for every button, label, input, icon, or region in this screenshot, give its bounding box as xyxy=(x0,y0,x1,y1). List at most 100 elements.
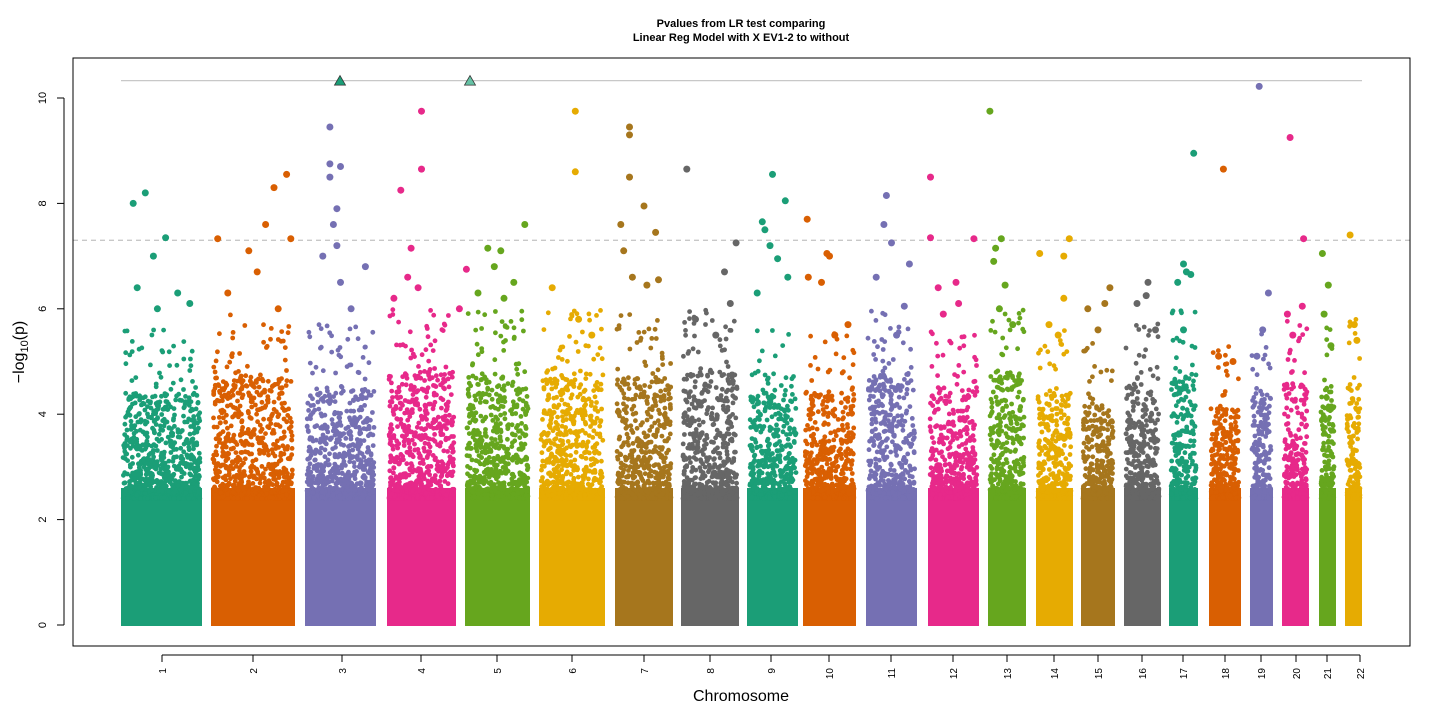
data-point xyxy=(171,496,177,501)
data-point xyxy=(394,342,399,348)
data-point xyxy=(172,423,177,429)
data-point xyxy=(226,431,231,437)
data-point xyxy=(276,377,282,382)
data-point xyxy=(648,345,654,351)
data-point xyxy=(274,438,280,444)
data-point xyxy=(265,399,271,405)
data-point xyxy=(627,312,633,317)
chromosome-2-points xyxy=(210,312,295,626)
data-point xyxy=(152,461,158,466)
data-point xyxy=(332,472,337,477)
data-point xyxy=(230,446,235,452)
data-point xyxy=(693,475,698,480)
data-point xyxy=(123,414,128,420)
data-point xyxy=(338,496,344,501)
data-point xyxy=(359,451,365,457)
data-point xyxy=(310,490,316,495)
data-point xyxy=(343,463,348,468)
data-point xyxy=(190,379,195,384)
data-point xyxy=(653,375,659,380)
data-point xyxy=(498,459,503,464)
data-point xyxy=(472,480,477,486)
data-point xyxy=(156,403,162,408)
data-point xyxy=(438,474,444,479)
data-point xyxy=(123,350,129,356)
data-point xyxy=(215,469,221,475)
data-point xyxy=(272,382,278,387)
data-point xyxy=(524,457,529,462)
data-point xyxy=(194,442,200,448)
data-point xyxy=(213,464,219,469)
data-point xyxy=(278,471,283,476)
data-point xyxy=(387,403,393,409)
data-point xyxy=(273,477,278,483)
data-point xyxy=(432,432,437,437)
data-point xyxy=(167,475,173,481)
data-point xyxy=(448,496,453,501)
data-point xyxy=(366,392,372,398)
data-point xyxy=(731,456,737,461)
data-point xyxy=(386,373,392,379)
data-point xyxy=(362,387,368,392)
data-point xyxy=(146,452,152,458)
data-point xyxy=(624,439,630,445)
data-point xyxy=(347,415,352,421)
data-point xyxy=(211,415,216,421)
data-point xyxy=(240,431,245,437)
data-point xyxy=(659,433,665,439)
data-point xyxy=(188,356,193,362)
data-point xyxy=(352,476,358,482)
data-point xyxy=(177,434,183,440)
data-point xyxy=(509,383,515,388)
data-point xyxy=(323,460,329,466)
data-point xyxy=(434,466,440,472)
data-point xyxy=(129,477,134,483)
data-point xyxy=(233,463,239,469)
data-point xyxy=(275,337,281,342)
data-point xyxy=(583,430,588,436)
data-point xyxy=(142,418,148,424)
data-point xyxy=(659,354,665,359)
chromosome-5-points xyxy=(464,308,531,626)
data-point xyxy=(239,395,245,401)
data-point xyxy=(363,482,369,488)
data-point xyxy=(489,436,494,441)
data-point xyxy=(684,464,690,470)
data-point xyxy=(226,451,232,457)
data-point xyxy=(257,480,263,486)
data-point xyxy=(470,489,475,495)
data-point xyxy=(426,464,431,469)
data-point xyxy=(263,466,268,472)
data-point xyxy=(734,480,739,486)
data-point xyxy=(262,485,268,490)
data-point xyxy=(644,460,650,465)
data-point xyxy=(591,489,596,495)
data-point xyxy=(175,427,181,432)
data-point xyxy=(218,408,224,414)
data-point xyxy=(282,400,287,406)
data-point xyxy=(329,349,335,355)
data-point xyxy=(248,469,254,474)
data-point xyxy=(288,379,294,384)
data-point xyxy=(407,329,413,335)
data-point xyxy=(273,442,278,448)
data-point xyxy=(474,442,479,448)
data-point xyxy=(251,473,257,479)
data-point xyxy=(617,413,622,419)
data-point xyxy=(509,444,515,449)
data-point xyxy=(230,414,236,420)
data-point xyxy=(288,481,294,487)
data-point xyxy=(629,491,635,497)
data-point xyxy=(500,404,506,409)
data-point xyxy=(501,383,507,389)
data-point xyxy=(550,366,555,372)
data-point xyxy=(632,495,638,501)
data-point xyxy=(221,444,226,450)
data-point xyxy=(659,491,665,497)
data-point xyxy=(595,352,601,357)
data-point xyxy=(179,428,185,433)
data-point xyxy=(476,432,482,437)
data-point xyxy=(391,433,397,438)
data-point xyxy=(174,362,180,368)
data-point xyxy=(250,429,256,435)
